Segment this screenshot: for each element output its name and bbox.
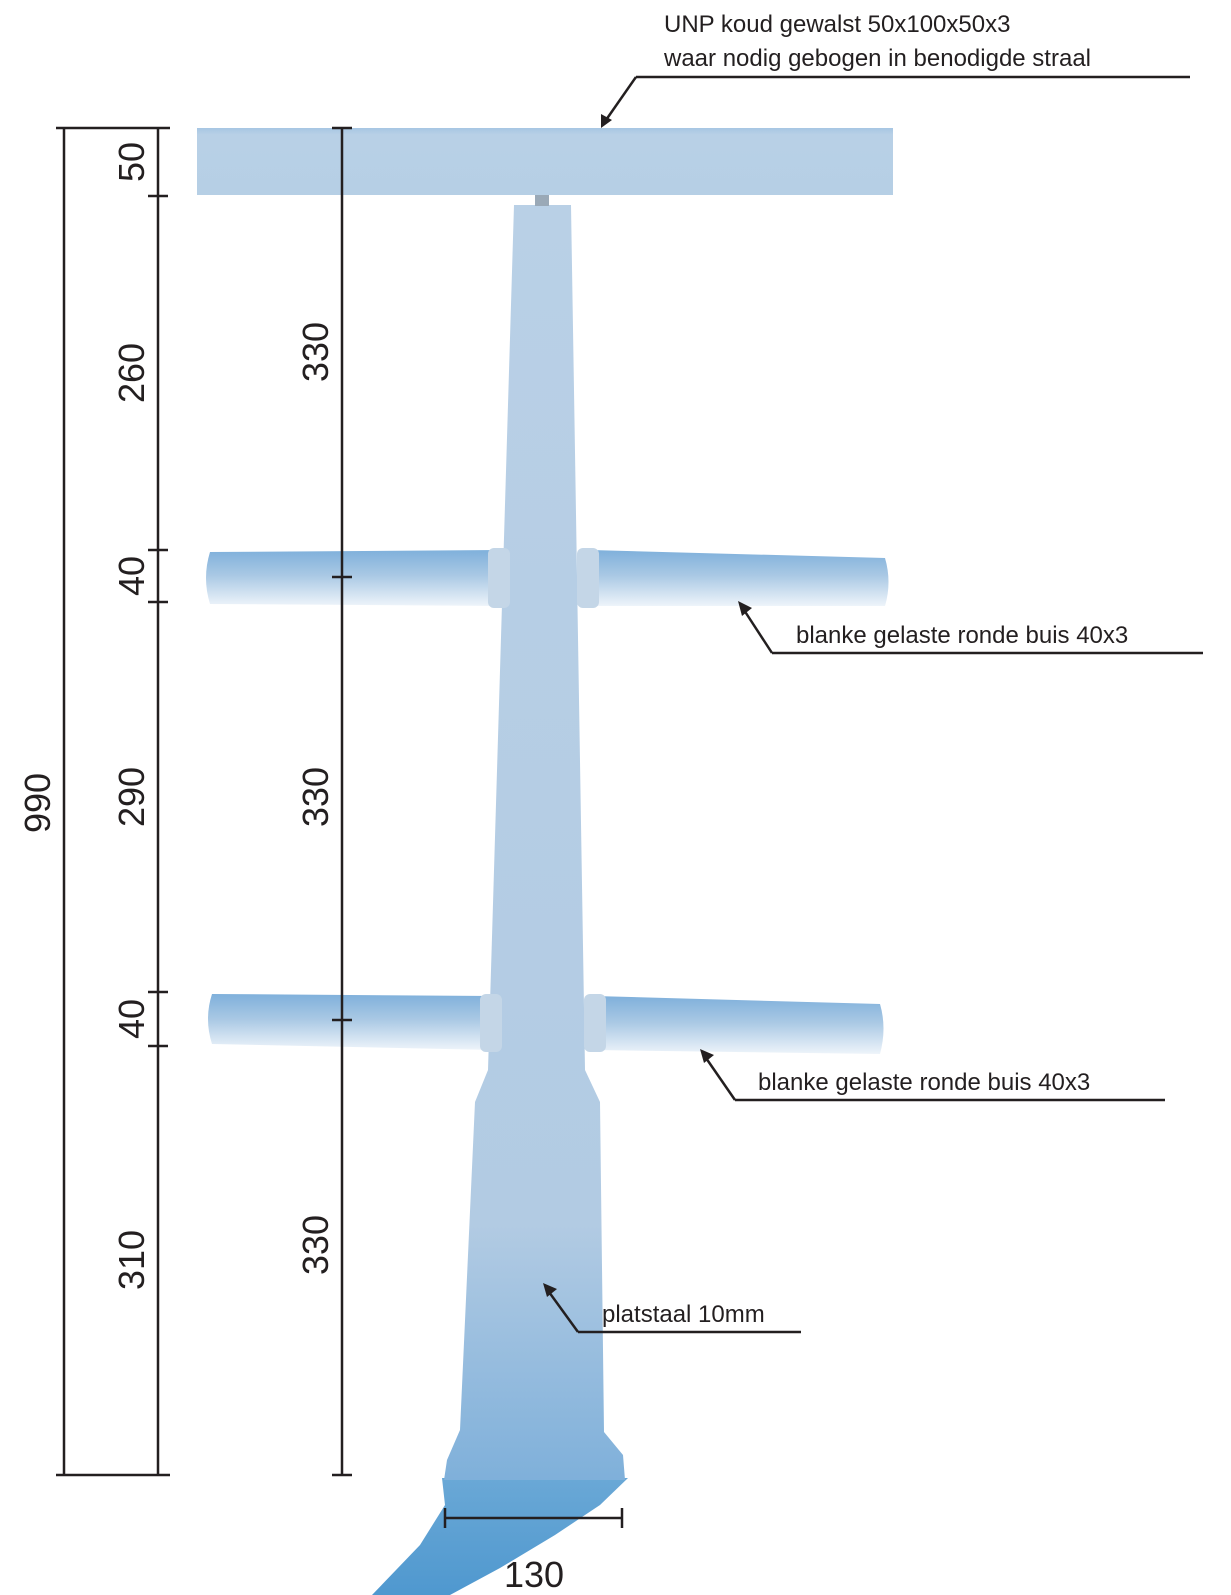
dim-upper-gap: 260 — [111, 343, 152, 403]
dim-top-rail: 50 — [111, 142, 152, 182]
dim-base-width: 130 — [504, 1554, 564, 1595]
callout-top-rail — [601, 75, 1190, 128]
base-width-dimension — [443, 1508, 624, 1528]
top-rail-unp — [197, 128, 893, 195]
rail-stub — [535, 194, 549, 206]
callout-upper-tube — [738, 601, 1203, 655]
callout-lower-tube-label: blanke gelaste ronde buis 40x3 — [758, 1069, 1090, 1096]
dim-spacing-middle: 330 — [295, 767, 336, 827]
callout-top-rail-line1: UNP koud gewalst 50x100x50x3 — [664, 11, 1010, 38]
base-plate — [372, 1478, 628, 1595]
dim-bottom-gap: 310 — [111, 1230, 152, 1290]
spacing-dimension-chain — [332, 126, 352, 1477]
dim-total-height: 990 — [17, 773, 58, 833]
dim-lower-tube: 40 — [111, 999, 152, 1039]
lower-tube — [208, 994, 884, 1054]
dim-spacing-bottom: 330 — [295, 1215, 336, 1275]
total-height-dimension — [56, 126, 170, 1477]
dim-middle-gap: 290 — [111, 767, 152, 827]
post-flat-steel — [444, 205, 625, 1480]
segment-dimension-chain — [148, 128, 168, 1475]
callout-top-rail-line2: waar nodig gebogen in benodigde straal — [663, 45, 1091, 72]
callout-post-label: platstaal 10mm — [602, 1301, 765, 1328]
callout-lower-tube — [700, 1049, 1165, 1102]
dim-upper-tube: 40 — [111, 556, 152, 596]
callout-post — [543, 1283, 801, 1334]
upper-tube — [206, 548, 889, 608]
callout-upper-tube-label: blanke gelaste ronde buis 40x3 — [796, 622, 1128, 649]
dim-spacing-top: 330 — [295, 322, 336, 382]
